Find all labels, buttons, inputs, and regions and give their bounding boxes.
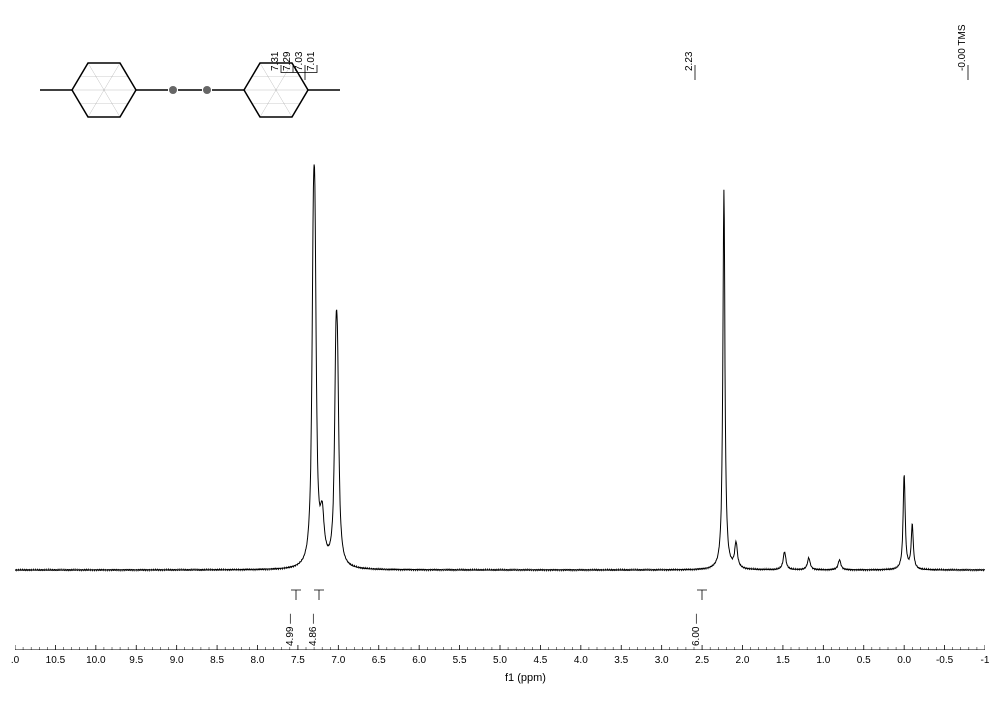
axis-tick-label: 10.0: [86, 655, 105, 666]
axis-tick-label: 5.5: [453, 655, 467, 666]
x-axis-label: f1 (ppm): [505, 672, 546, 684]
axis-tick-label: 1.0: [816, 655, 830, 666]
axis-tick-label: 0.0: [897, 655, 911, 666]
axis-tick-label: 2.0: [736, 655, 750, 666]
peak-label: 2.23: [684, 52, 695, 71]
molecule-structure: [35, 50, 345, 130]
axis-tick-label: 7.5: [291, 655, 305, 666]
nmr-plot-area: 7.317.297.037.012.23-0.00 TMS 4.99 —4.86…: [15, 10, 985, 650]
axis-tick-label: 3.5: [614, 655, 628, 666]
axis-tick-label: 9.5: [129, 655, 143, 666]
integral-label: 4.99 —: [285, 614, 296, 646]
axis-tick-label: 6.0: [412, 655, 426, 666]
axis-tick-label: 0.5: [857, 655, 871, 666]
axis-tick-label: 10.5: [46, 655, 65, 666]
integral-label: 6.00 —: [691, 614, 702, 646]
axis-tick-label: 3.0: [655, 655, 669, 666]
axis-tick-label: 4.5: [533, 655, 547, 666]
axis-tick-label: 4.0: [574, 655, 588, 666]
axis-tick-label: 7.0: [331, 655, 345, 666]
axis-tick-label: 9.0: [170, 655, 184, 666]
axis-tick-label: 1.5: [776, 655, 790, 666]
axis-tick-label: 8.5: [210, 655, 224, 666]
axis-tick-label: 8.0: [251, 655, 265, 666]
peak-label: -0.00 TMS: [957, 25, 968, 72]
axis-tick-label: 6.5: [372, 655, 386, 666]
axis-tick-label: -0.5: [936, 655, 953, 666]
integral-label: 4.86 —: [308, 614, 319, 646]
axis-tick-label: 2.5: [695, 655, 709, 666]
axis-tick-label: -1: [981, 655, 990, 666]
axis-tick-label: 5.0: [493, 655, 507, 666]
axis-tick-label: .0: [11, 655, 19, 666]
